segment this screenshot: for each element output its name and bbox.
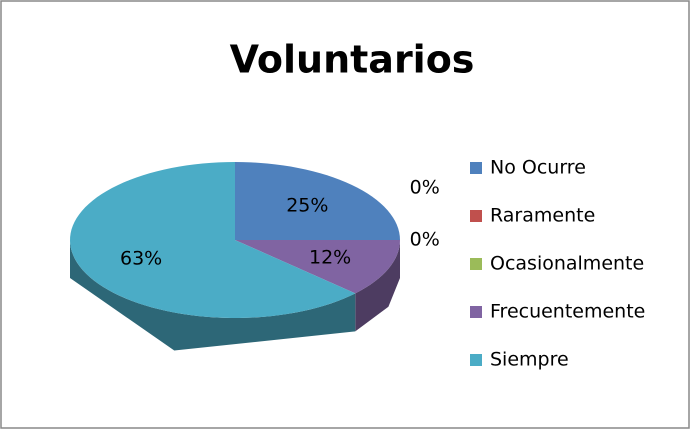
data-label: 63% <box>120 248 162 270</box>
data-label: 0% <box>410 177 440 199</box>
legend-label: Ocasionalmente <box>490 253 644 275</box>
legend-label: Siempre <box>490 349 569 371</box>
pie-side <box>355 240 400 332</box>
legend-swatch <box>470 162 482 174</box>
pie-slice <box>235 240 400 294</box>
legend-swatch <box>470 210 482 222</box>
data-label: 12% <box>309 246 351 268</box>
legend-label: Frecuentemente <box>490 301 645 323</box>
legend-swatch <box>470 258 482 270</box>
data-label: 25% <box>286 194 328 216</box>
pie-side <box>70 240 356 351</box>
pie-slice <box>70 162 356 318</box>
legend-swatch <box>470 306 482 318</box>
legend-swatch <box>470 354 482 366</box>
data-label: 0% <box>410 229 440 251</box>
legend-label: Raramente <box>490 205 595 227</box>
chart-title: Voluntarios <box>230 38 475 82</box>
legend-label: No Ocurre <box>490 157 586 179</box>
pie-slice <box>235 162 400 240</box>
